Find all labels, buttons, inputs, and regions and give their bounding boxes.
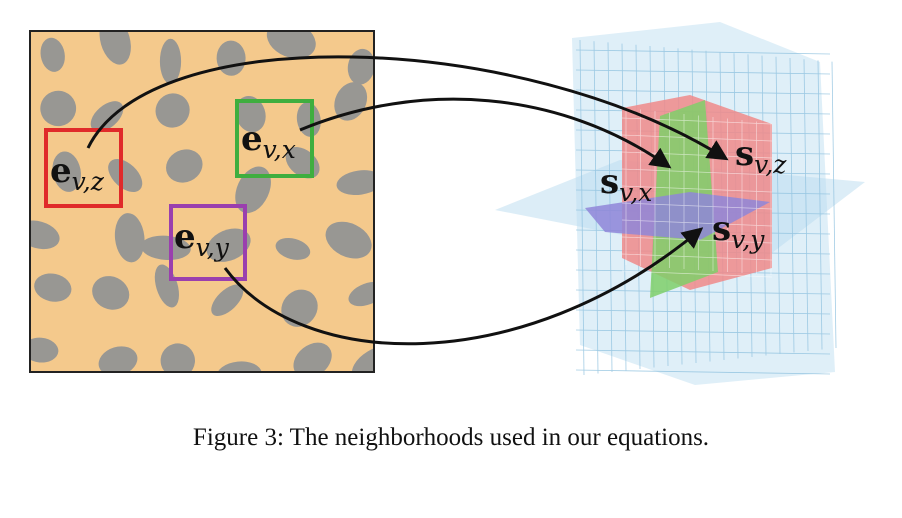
neighborhood-box-y — [169, 204, 247, 281]
texture-spot — [281, 289, 318, 327]
texture-spot — [99, 31, 131, 65]
texture-spot — [140, 235, 191, 260]
texture-spot — [30, 220, 60, 250]
grid-line — [575, 289, 831, 295]
texture-spot — [235, 96, 266, 133]
grid-line — [789, 57, 795, 353]
label-s-v-z: sv,z — [735, 134, 787, 179]
grid-line — [621, 253, 773, 261]
texture-spot — [90, 101, 124, 132]
grid-line — [575, 349, 831, 355]
grid-line — [817, 60, 823, 350]
label-e-v-x: ev,x — [241, 119, 296, 164]
plane-y — [585, 192, 770, 240]
grid-line — [575, 329, 831, 335]
label-e-v-y: ev,y — [174, 217, 230, 262]
texture-spot — [216, 361, 262, 372]
texture-spot — [325, 221, 372, 259]
grid-line — [621, 270, 773, 278]
texture-spot — [348, 281, 374, 307]
grid-line — [575, 49, 831, 55]
texture-spot — [92, 276, 130, 310]
arrow-y — [223, 227, 704, 346]
texture-spot — [52, 151, 81, 192]
grid-line — [621, 168, 773, 176]
texture-spot — [275, 237, 311, 260]
neighborhood-box-x — [235, 99, 314, 178]
texture-spot — [155, 93, 190, 128]
grid-line — [579, 39, 585, 376]
texture-spot — [235, 166, 271, 214]
arrow-z — [86, 55, 729, 161]
grid-line — [831, 61, 837, 349]
texture-spot — [30, 337, 59, 363]
grid-line — [621, 202, 773, 210]
texture-spot — [40, 37, 65, 72]
texture-spot — [206, 228, 251, 262]
texture-spot — [160, 343, 196, 372]
texture-spot — [266, 31, 316, 59]
texture-spot — [98, 346, 138, 372]
label-s-v-x: sv,x — [600, 162, 652, 207]
slice-diagram — [495, 22, 865, 385]
grid-line — [803, 59, 809, 352]
texture-exemplar — [29, 30, 375, 373]
grid-line — [621, 134, 773, 142]
texture-spot — [351, 345, 374, 372]
grid-line — [621, 219, 773, 227]
grid-line — [575, 369, 831, 375]
texture-spot — [293, 342, 332, 372]
texture-spot — [211, 284, 244, 317]
label-s-v-y: sv,y — [712, 209, 765, 254]
texture-spot — [40, 90, 77, 127]
texture-spot — [108, 159, 143, 192]
grid-line — [575, 89, 831, 95]
texture-spot — [114, 213, 145, 263]
grid-line — [575, 309, 831, 315]
grid-line — [575, 69, 831, 75]
arrow-x — [299, 97, 672, 169]
grid-line — [621, 185, 773, 193]
label-e-v-z: ev,z — [50, 151, 105, 196]
texture-spot — [166, 149, 203, 183]
neighborhood-box-z — [44, 128, 123, 208]
figure-caption: Figure 3: The neighborhoods used in our … — [192, 424, 710, 451]
grid-line — [775, 56, 781, 355]
texture-spot — [34, 273, 72, 302]
texture-spot — [336, 170, 374, 196]
texture-spot — [159, 38, 182, 84]
